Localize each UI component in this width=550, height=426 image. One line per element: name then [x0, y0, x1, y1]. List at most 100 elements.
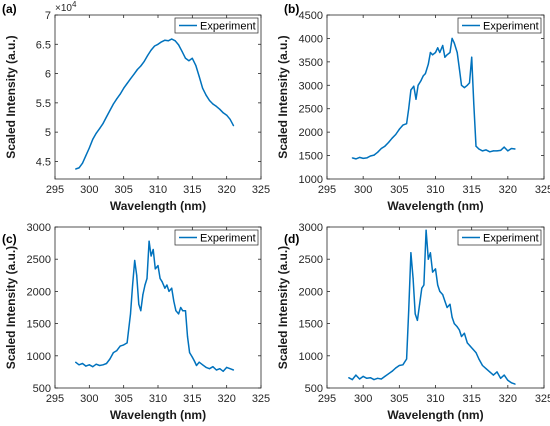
x-tick-label: 325	[252, 393, 270, 405]
data-point	[432, 54, 434, 56]
data-point	[212, 103, 214, 105]
data-point	[229, 118, 231, 120]
data-point	[136, 274, 138, 276]
data-point	[442, 44, 444, 47]
data-point	[138, 303, 140, 305]
data-point	[195, 64, 197, 66]
data-point	[507, 379, 509, 381]
data-point	[150, 49, 152, 51]
legend-box	[457, 17, 542, 34]
y-tick-label: 3000	[27, 222, 51, 234]
y-tick-label: 1500	[299, 151, 323, 163]
x-tick-label: 325	[252, 184, 270, 196]
data-point	[232, 125, 235, 127]
data-point	[215, 369, 217, 371]
data-point	[453, 323, 455, 325]
panel-label: (c)	[2, 232, 17, 246]
data-point	[434, 268, 437, 270]
y-tick-label: 1500	[27, 319, 51, 331]
panel-label: (b)	[284, 2, 299, 16]
data-point	[387, 141, 390, 144]
x-tick-label: 325	[535, 184, 550, 196]
data-point	[159, 277, 161, 280]
data-point	[186, 335, 189, 338]
data-point	[131, 284, 134, 286]
data-point	[410, 89, 412, 91]
data-point	[471, 56, 473, 58]
data-point	[414, 313, 416, 315]
data-point	[418, 303, 421, 305]
data-point	[366, 157, 368, 159]
data-point	[405, 123, 408, 125]
data-point	[78, 364, 80, 366]
y-axis-title: Scaled Intensity (a.u.)	[4, 246, 18, 369]
data-point	[88, 147, 90, 149]
data-point	[391, 137, 393, 139]
data-point	[466, 84, 468, 86]
y-exponent-label: ×104	[55, 0, 77, 14]
data-point	[466, 342, 468, 344]
data-point	[460, 84, 463, 86]
data-point	[496, 150, 498, 152]
data-point	[373, 379, 375, 381]
series-line-experiment	[75, 240, 234, 373]
legend: Experiment	[457, 229, 542, 246]
data-point	[129, 313, 132, 315]
data-point	[446, 54, 448, 56]
data-point	[391, 370, 393, 372]
x-tick-label: 310	[426, 184, 444, 196]
data-point	[147, 54, 149, 57]
data-point	[415, 98, 417, 100]
data-point	[468, 82, 471, 84]
data-point	[395, 133, 397, 136]
y-tick-label: 6.5	[36, 39, 51, 51]
x-tick-label: 300	[354, 184, 372, 196]
data-point	[451, 316, 453, 318]
data-point	[99, 128, 101, 130]
data-point	[395, 367, 397, 369]
data-point	[478, 148, 480, 150]
data-point	[424, 72, 426, 75]
y-axis-title: Scaled Intensity (a.u.)	[4, 35, 18, 158]
data-point	[174, 40, 176, 42]
x-axis-title: Wavelength (nm)	[110, 408, 206, 422]
data-point	[380, 147, 382, 150]
data-point	[413, 85, 415, 87]
data-point	[219, 108, 221, 110]
x-axis-title: Wavelength (nm)	[387, 408, 483, 422]
data-point	[492, 374, 494, 376]
data-point	[489, 151, 491, 153]
chart-panel-3: 295 300 305 310 315 320 325 500 1000 1500 2000 2500…	[2, 222, 270, 422]
data-point	[422, 75, 424, 77]
x-tick-label: 315	[462, 393, 480, 405]
data-point	[171, 38, 173, 40]
data-point	[92, 366, 94, 368]
data-point	[167, 40, 169, 42]
data-point	[99, 364, 101, 367]
data-point	[485, 368, 487, 370]
data-point	[198, 75, 200, 78]
y-tick-label: 1500	[299, 319, 323, 331]
y-tick-label: 5.5	[36, 98, 51, 110]
data-point	[481, 364, 484, 367]
data-point	[178, 44, 180, 46]
data-point	[384, 375, 386, 378]
data-point	[398, 364, 400, 367]
data-point	[81, 362, 84, 365]
data-point	[208, 368, 211, 370]
data-point	[405, 358, 408, 360]
y-tick-label: 3000	[299, 80, 323, 92]
x-tick-label: 320	[217, 184, 235, 196]
x-tick-label: 300	[354, 393, 372, 405]
data-point	[226, 366, 228, 368]
data-point	[434, 51, 437, 54]
data-point	[112, 103, 114, 105]
data-point	[432, 271, 434, 273]
x-tick-label: 325	[535, 393, 550, 405]
data-point	[503, 374, 505, 376]
legend-label: Experiment	[200, 233, 256, 245]
data-point	[446, 306, 448, 309]
x-tick-label: 295	[318, 184, 336, 196]
data-point	[184, 57, 187, 59]
